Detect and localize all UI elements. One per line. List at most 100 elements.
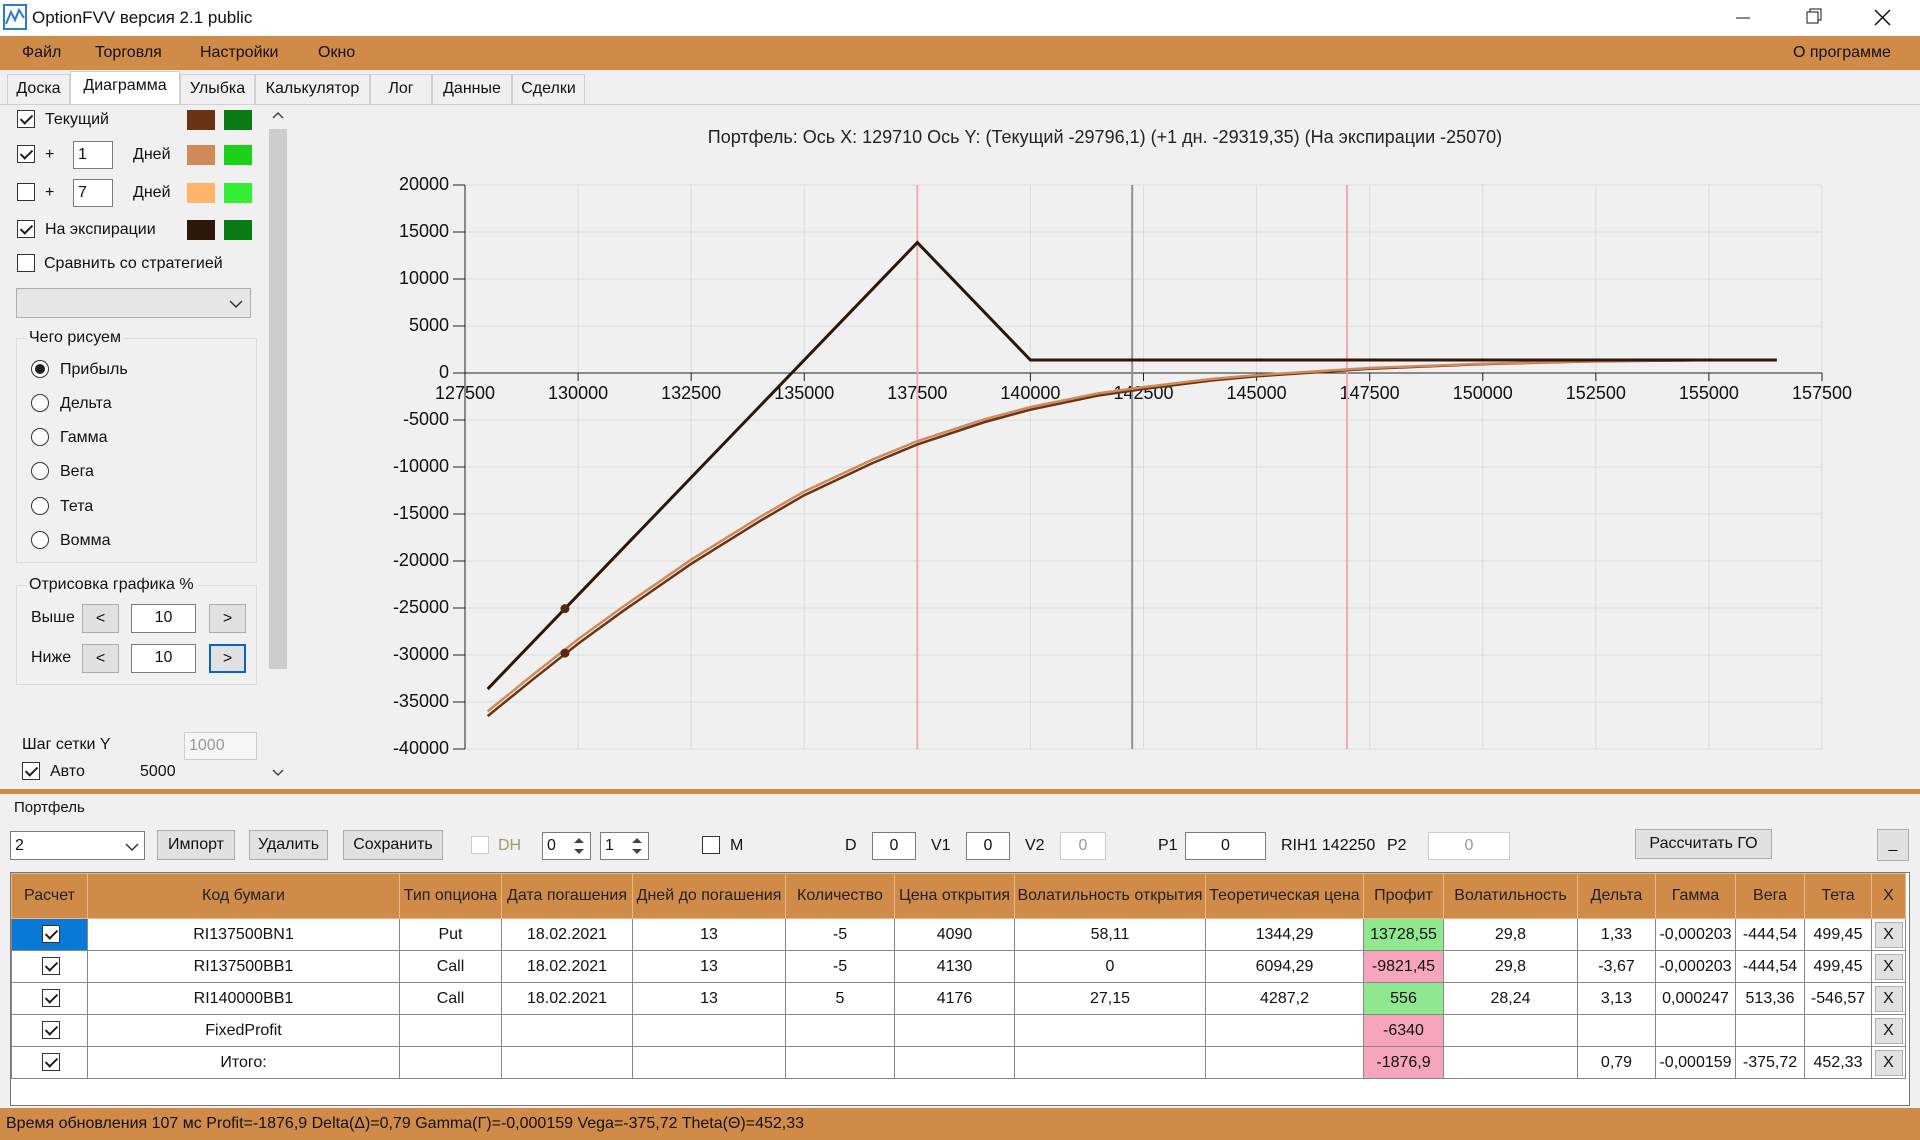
p1-input[interactable]: 0 (1185, 832, 1266, 860)
calc-cell[interactable] (11, 1046, 88, 1079)
color-swatch[interactable] (187, 183, 215, 203)
column-header[interactable]: Дата погашения (501, 873, 633, 919)
column-header[interactable]: Волатильность открытия (1014, 873, 1206, 919)
strategy-select[interactable] (16, 288, 251, 318)
checkbox[interactable] (42, 1021, 60, 1039)
remove-button[interactable]: X (1874, 953, 1903, 980)
remove-button[interactable]: X (1874, 1017, 1903, 1044)
table-cell: -444,54 (1735, 950, 1805, 983)
import-button[interactable]: Импорт (157, 830, 235, 860)
menu-item[interactable]: Окно (318, 44, 356, 61)
radio[interactable] (31, 360, 49, 378)
color-swatch[interactable] (224, 220, 252, 240)
remove-button[interactable]: X (1874, 1049, 1903, 1076)
below-input[interactable]: 10 (131, 644, 196, 673)
window-controls[interactable] (1720, 0, 1920, 36)
color-swatch[interactable] (187, 220, 215, 240)
checkbox[interactable] (17, 145, 35, 163)
column-header[interactable]: Вега (1735, 873, 1805, 919)
checkbox[interactable] (17, 110, 35, 128)
checkbox[interactable] (22, 762, 40, 780)
calc-cell[interactable] (11, 918, 88, 951)
label: Прибыль (60, 361, 128, 378)
checkbox[interactable] (17, 183, 35, 201)
table-cell: 29,8 (1443, 918, 1578, 951)
remove-button[interactable]: X (1874, 921, 1903, 948)
spin-arrows[interactable] (628, 835, 646, 857)
tab[interactable]: Доска (7, 74, 70, 104)
spin-arrows[interactable] (570, 835, 588, 857)
radio[interactable] (31, 531, 49, 549)
color-swatch[interactable] (224, 145, 252, 165)
column-header[interactable]: Теоретическая цена (1205, 873, 1364, 919)
table-cell: 29,8 (1443, 950, 1578, 983)
color-swatch[interactable] (224, 183, 252, 203)
radio[interactable] (31, 428, 49, 446)
above-input[interactable]: 10 (131, 604, 196, 633)
column-header[interactable]: Цена открытия (894, 873, 1015, 919)
calc-cell[interactable] (11, 982, 88, 1015)
tab[interactable]: Данные (432, 74, 512, 104)
checkbox[interactable] (42, 957, 60, 975)
increase-button[interactable]: > (209, 644, 246, 673)
scroll-up[interactable] (272, 111, 284, 119)
calc-button[interactable]: Рассчитать ГО (1635, 829, 1772, 859)
series-line (486, 240, 1777, 691)
scrollbar[interactable] (267, 105, 289, 785)
table-cell: -0,000159 (1655, 1046, 1736, 1079)
remove-button[interactable]: X (1874, 985, 1903, 1012)
checkbox[interactable] (17, 220, 35, 238)
calc-cell[interactable] (11, 1014, 88, 1047)
d-input[interactable]: 0 (872, 832, 916, 860)
menu-item[interactable]: О программе (1793, 44, 1891, 61)
checkbox[interactable] (17, 254, 35, 272)
increase-button[interactable]: > (209, 604, 246, 633)
tab-active[interactable]: Диаграмма (70, 71, 180, 105)
column-header[interactable]: X (1871, 873, 1906, 919)
column-header[interactable]: Профит (1363, 873, 1444, 919)
checkbox[interactable] (471, 836, 489, 854)
spin-input[interactable]: 0 (542, 832, 591, 860)
portfolio-select[interactable]: 2 (10, 831, 145, 860)
checkbox[interactable] (702, 836, 720, 854)
menu-item[interactable]: Торговля (95, 44, 162, 61)
tab[interactable]: Калькулятор (255, 74, 370, 104)
decrease-button[interactable]: < (82, 644, 119, 673)
radio[interactable] (31, 462, 49, 480)
color-swatch[interactable] (187, 110, 215, 130)
decrease-button[interactable]: < (82, 604, 119, 633)
scroll-down[interactable] (272, 769, 284, 777)
column-header[interactable]: Волатильность (1443, 873, 1578, 919)
column-header[interactable]: Дельта (1577, 873, 1656, 919)
tab[interactable]: Лог (370, 74, 432, 104)
v1-input[interactable]: 0 (966, 832, 1010, 860)
radio[interactable] (31, 497, 49, 515)
column-header[interactable]: Расчет (11, 873, 88, 919)
calc-cell[interactable] (11, 950, 88, 983)
spin-input[interactable]: 1 (600, 832, 649, 860)
column-header[interactable]: Тета (1804, 873, 1872, 919)
radio[interactable] (31, 394, 49, 412)
table-cell: FixedProfit (87, 1014, 400, 1047)
color-swatch[interactable] (187, 145, 215, 165)
column-header[interactable]: Дней до погашения (632, 873, 786, 919)
color-swatch[interactable] (224, 110, 252, 130)
save-button[interactable]: Сохранить (343, 830, 443, 860)
tab[interactable]: Улыбка (180, 74, 255, 104)
checkbox[interactable] (42, 925, 60, 943)
column-header[interactable]: Гамма (1655, 873, 1736, 919)
column-header[interactable]: Код бумаги (87, 873, 400, 919)
menu-item[interactable]: Настройки (200, 44, 279, 61)
days-input[interactable]: 7 (73, 179, 113, 207)
y-tick-label: -5000 (403, 409, 449, 429)
scroll-thumb[interactable] (269, 129, 287, 669)
delete-button[interactable]: Удалить (249, 830, 328, 860)
checkbox[interactable] (42, 1053, 60, 1071)
days-input[interactable]: 1 (73, 141, 113, 169)
column-header[interactable]: Тип опциона (399, 873, 502, 919)
column-header[interactable]: Количество (785, 873, 895, 919)
tab[interactable]: Сделки (512, 74, 585, 104)
minimize-button[interactable]: _ (1877, 829, 1909, 861)
menu-item[interactable]: Файл (22, 44, 62, 61)
checkbox[interactable] (42, 989, 60, 1007)
